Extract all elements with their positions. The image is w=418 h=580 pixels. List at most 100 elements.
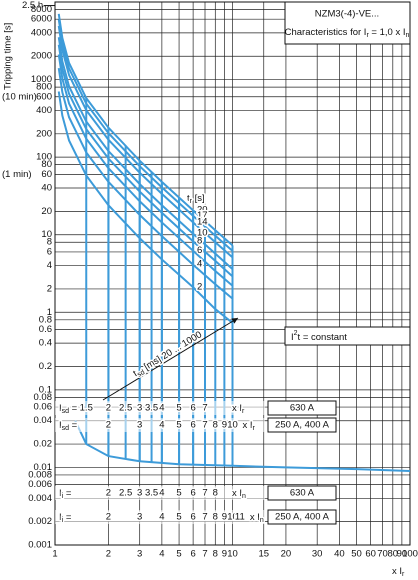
y-tick-label: 60: [41, 169, 52, 180]
text-part: 2: [294, 330, 298, 337]
row-value: 8: [213, 512, 218, 523]
y-tick-label: 2: [47, 283, 52, 294]
x-tick-label: 60: [365, 549, 376, 560]
y-tick-label: 0.02: [34, 439, 53, 450]
y-tick-label: 6: [47, 246, 52, 257]
text-part: t: [187, 193, 190, 204]
text-part: x I: [232, 403, 242, 414]
row-value: 3: [137, 488, 142, 499]
series-label: 14: [197, 216, 208, 227]
y-tick-label: 0.1: [39, 384, 52, 395]
row-value: 7: [202, 420, 207, 431]
rating-box: [267, 509, 337, 525]
text-part: n: [405, 32, 409, 39]
y-tick-label: 1000: [31, 74, 52, 85]
row-value: 10: [227, 420, 238, 431]
row-value: 7: [202, 488, 207, 499]
rating-label: 250 A, 400 A: [275, 420, 330, 431]
y-tick-label: 600: [36, 91, 52, 102]
text-part: x I: [392, 566, 402, 577]
row-unit: x In: [232, 488, 246, 500]
y-tick-label: 10: [41, 229, 52, 240]
y-tick-label: 0.001: [28, 540, 52, 551]
text-part: I: [59, 403, 62, 414]
text-part: I: [59, 512, 62, 523]
row-value: 6: [190, 512, 195, 523]
row-band: [55, 486, 265, 500]
y-tick-label: 4000: [31, 27, 52, 38]
x-tick-label: 70: [377, 549, 388, 560]
y-tick-label: 0.002: [28, 516, 52, 527]
row-value: 1.5: [80, 403, 93, 414]
i2t-label: I2t = constant: [291, 330, 347, 343]
row-value: 4: [159, 403, 164, 414]
y-tick-label: 0.8: [39, 314, 52, 325]
rating-box: [267, 400, 337, 416]
y-tick-label: 0.008: [28, 469, 52, 480]
text-part: sd: [62, 425, 70, 432]
row-value: 5: [176, 488, 181, 499]
row-unit: x In: [250, 512, 264, 524]
row-value: 2: [106, 420, 111, 431]
y-tick-label: 0.4: [39, 338, 52, 349]
rating-label: 630 A: [290, 488, 315, 499]
x-tick-label: 3: [137, 549, 142, 560]
row-value: 10: [227, 512, 238, 523]
y-tick-label: 2000: [31, 51, 52, 62]
y-axis-label: Tripping time [s]: [3, 23, 14, 90]
row-value: 9: [222, 420, 227, 431]
text-part: r: [402, 571, 405, 578]
series-label: 4: [197, 259, 202, 270]
text-part: n: [260, 517, 264, 524]
text-part: =: [63, 488, 72, 499]
text-part: =: [69, 403, 78, 414]
y-tick-label: 0.06: [34, 402, 53, 413]
row-value: 2.5: [119, 488, 132, 499]
x-tick-label: 1: [52, 549, 57, 560]
text-part: =: [63, 512, 72, 523]
x-tick-label: 40: [334, 549, 345, 560]
row-value: 2: [106, 488, 111, 499]
row-value: 9: [222, 512, 227, 523]
series-label: 20: [197, 204, 208, 215]
row-value: 5: [176, 403, 181, 414]
x-tick-label: 8: [213, 549, 218, 560]
y-tick-label: 0.04: [34, 415, 53, 426]
y-tick-label: 400: [36, 105, 52, 116]
x-tick-label: 15: [258, 549, 269, 560]
curve: [57, 13, 234, 247]
row-value: 3.5: [145, 488, 158, 499]
series-label: 10: [197, 228, 208, 239]
text-part: n: [242, 493, 246, 500]
y-mark-label: (1 min): [2, 169, 32, 180]
row-value: 6: [190, 403, 195, 414]
chart-title: NZM3(-4)-VE...: [315, 9, 379, 20]
y-tick-label: 0.004: [28, 493, 52, 504]
row-band: [55, 510, 265, 524]
y-tick-label: 40: [41, 183, 52, 194]
series-label: 8: [197, 235, 202, 246]
row-value: 5: [176, 420, 181, 431]
rating-box: [267, 417, 337, 433]
y-tick-label: 800: [36, 82, 52, 93]
x-tick-label: 50: [351, 549, 362, 560]
x-tick-label: 20: [281, 549, 292, 560]
text-part: I: [291, 332, 294, 343]
y-tick-label: 200: [36, 128, 52, 139]
x-axis-label: x Ir: [392, 566, 405, 578]
text-part: r: [253, 425, 256, 432]
text-part: sd: [62, 408, 70, 415]
rating-label: 630 A: [290, 403, 315, 414]
y-mark-label: 2.5 h: [22, 0, 43, 11]
row-value: 4: [159, 488, 164, 499]
y-tick-label: 100: [36, 152, 52, 163]
row-label: Isd =: [59, 403, 78, 415]
text-part: i: [62, 517, 64, 524]
row-value: 3: [137, 420, 142, 431]
title-box: [284, 1, 411, 45]
tsd-arrow: [102, 317, 239, 401]
x-tick-label: 100: [402, 549, 418, 560]
curve: [57, 54, 234, 287]
